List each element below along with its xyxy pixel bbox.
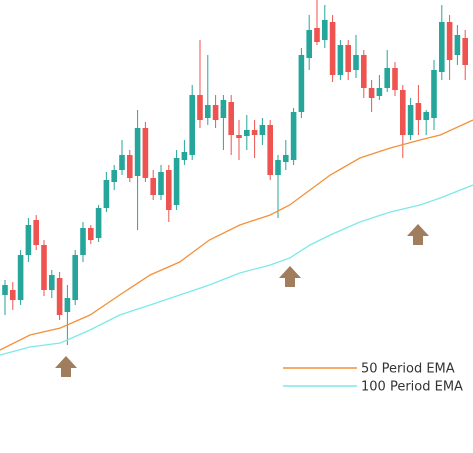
candle-body xyxy=(220,100,227,118)
candle-body xyxy=(236,135,242,138)
candle-body xyxy=(275,160,281,175)
candle-body xyxy=(56,278,63,315)
candle-body xyxy=(2,285,8,295)
candle-body xyxy=(298,55,305,112)
candle-body xyxy=(72,255,78,300)
candle-body xyxy=(454,35,461,55)
candle-body xyxy=(446,22,453,60)
candle-body xyxy=(251,130,258,135)
ema-line xyxy=(0,119,473,351)
candle-body xyxy=(392,68,398,90)
candle-body xyxy=(134,128,141,176)
candle-body xyxy=(25,225,32,255)
arrow xyxy=(55,356,77,377)
candle-body xyxy=(243,130,250,136)
candle-body xyxy=(33,220,39,245)
candle-body xyxy=(48,275,55,290)
candle-body xyxy=(329,22,336,75)
candle-body xyxy=(368,88,375,98)
candle-body xyxy=(173,158,180,205)
candle-body xyxy=(259,125,266,135)
candle-body xyxy=(80,228,86,255)
candle-body xyxy=(384,68,390,88)
candle-body xyxy=(267,125,273,175)
candle-body xyxy=(415,103,422,120)
candle-body xyxy=(337,45,344,75)
candle-body xyxy=(150,178,156,195)
candle-body xyxy=(345,45,351,72)
candle-body xyxy=(212,105,219,120)
candle-body xyxy=(126,155,133,178)
candle-body xyxy=(407,105,414,135)
candle-body xyxy=(119,155,125,170)
candle-body xyxy=(9,290,16,300)
candle-body xyxy=(64,298,71,312)
candle-body xyxy=(17,255,24,300)
candle-body xyxy=(228,102,234,135)
arrow xyxy=(279,266,301,287)
candle-body xyxy=(423,112,429,120)
candle-body xyxy=(431,70,437,118)
candle-body xyxy=(165,170,172,210)
candle-body xyxy=(290,112,297,160)
candle-body xyxy=(306,30,312,58)
candle-body xyxy=(158,172,164,195)
candle-body xyxy=(197,95,203,120)
candle-body xyxy=(95,208,102,238)
candle-body xyxy=(181,152,188,160)
candle-body xyxy=(376,88,383,96)
candle-body xyxy=(462,38,468,65)
legend-label: 100 Period EMA xyxy=(361,380,463,395)
ema-line xyxy=(0,184,473,356)
arrows xyxy=(55,224,429,377)
candle-body xyxy=(111,170,117,182)
arrow xyxy=(407,224,429,245)
candle-body xyxy=(321,20,328,40)
candle-body xyxy=(353,55,359,70)
candle-body xyxy=(282,155,289,162)
candle-body xyxy=(360,55,367,88)
candle-body xyxy=(189,95,195,155)
candle-body xyxy=(87,228,94,240)
candle-body xyxy=(438,22,445,72)
candle-body xyxy=(41,245,47,290)
legend-label: 50 Period EMA xyxy=(361,362,455,377)
candle-body xyxy=(204,105,211,118)
candle-body xyxy=(142,128,149,178)
candle-body xyxy=(314,28,320,42)
candle-body xyxy=(103,180,110,208)
candle-body xyxy=(399,90,406,135)
